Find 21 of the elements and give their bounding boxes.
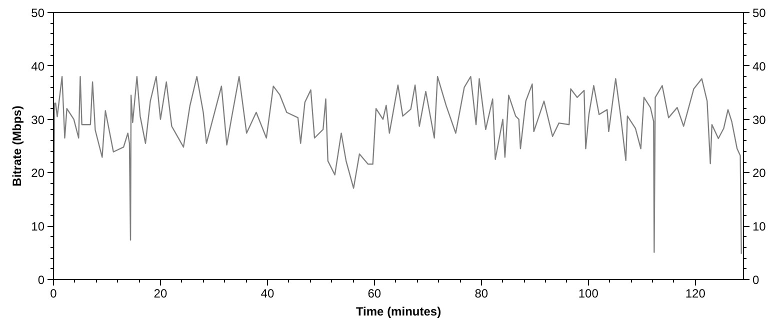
y2-tick-label: 40	[752, 59, 766, 74]
y2-tick-label: 0	[752, 273, 760, 287]
y-tick-label: 50	[31, 6, 45, 20]
y2-tick-label: 20	[752, 166, 766, 180]
x-axis-title: Time (minutes)	[356, 304, 442, 318]
y-tick-label: 30	[31, 112, 45, 127]
y-tick-label: 20	[31, 166, 45, 180]
x-tick-label: 100	[578, 286, 599, 300]
y2-tick-label: 10	[752, 220, 766, 234]
y-tick-label: 40	[31, 59, 45, 74]
x-tick-label: 80	[474, 286, 488, 300]
y-tick-label: 0	[38, 273, 45, 287]
x-tick-label: 120	[685, 286, 706, 300]
y-tick-label: 10	[31, 220, 45, 234]
x-tick-label: 20	[154, 286, 168, 300]
x-tick-label: 0	[50, 286, 58, 300]
y-axis-title: Bitrate (Mbps)	[10, 106, 24, 186]
y2-tick-label: 30	[752, 112, 766, 127]
x-tick-label: 40	[260, 286, 274, 300]
x-tick-label: 60	[368, 286, 382, 300]
y2-tick-label: 50	[752, 6, 766, 20]
